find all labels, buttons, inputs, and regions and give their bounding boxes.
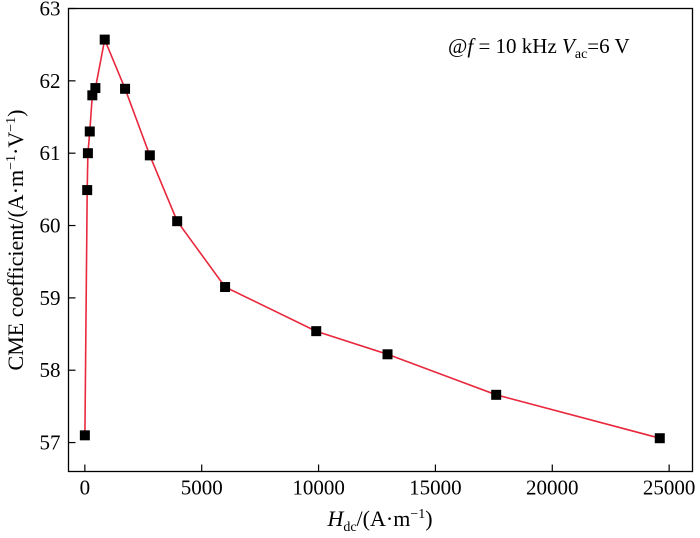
x-tick-label: 25000 (643, 476, 696, 500)
data-point-marker (654, 433, 665, 444)
x-label-unit-sup: −1 (410, 507, 425, 522)
y-tick-label: 60 (40, 214, 61, 238)
y-tick-label: 61 (40, 141, 61, 165)
x-tick-label: 20000 (526, 476, 579, 500)
y-label-main: CME coefficient/(A·m (3, 170, 28, 371)
data-point-marker (82, 148, 93, 159)
x-label-sub: dc (343, 520, 356, 535)
annotation-f-value: = 10 kHz (473, 34, 562, 58)
x-axis-ticks: 0 5000 10000 15000 20000 25000 (80, 464, 696, 500)
y-tick-label: 62 (40, 69, 61, 93)
data-point-marker (491, 389, 502, 400)
data-point-marker (382, 349, 393, 360)
condition-annotation: @f = 10 kHz Vac=6 V (448, 34, 630, 62)
x-label-unit: /(A·m (357, 506, 411, 531)
x-label-symbol: H (326, 506, 344, 531)
data-point-marker (79, 430, 90, 441)
y-axis-label: CME coefficient/(A·m−1·V−1) (3, 110, 28, 371)
y-label-mid: ·V (3, 132, 28, 155)
data-point-marker (144, 150, 155, 161)
y-label-close: ) (3, 110, 28, 117)
x-tick-label: 5000 (181, 476, 223, 500)
data-point-marker (87, 90, 98, 101)
y-tick-label: 63 (40, 0, 61, 21)
annotation-v-value: =6 V (587, 34, 629, 58)
data-point-marker (82, 185, 93, 196)
data-point-marker (220, 282, 231, 293)
data-markers (79, 34, 665, 444)
y-label-sup-1: −1 (4, 155, 19, 170)
x-axis-label: Hdc/(A·m−1) (326, 506, 432, 535)
y-tick-label: 58 (40, 358, 61, 382)
y-axis-ticks: 57 58 59 60 61 62 63 (40, 0, 76, 455)
series-line (84, 36, 661, 439)
x-tick-label: 15000 (409, 476, 462, 500)
data-point-marker (120, 83, 131, 94)
y-label-sup-2: −1 (4, 117, 19, 132)
annotation-prefix: @ (448, 34, 467, 58)
annotation-v-sub: ac (575, 47, 587, 62)
plot-frame (67, 7, 694, 473)
data-point-marker (84, 126, 95, 137)
data-point-marker (172, 216, 183, 227)
y-tick-label: 59 (40, 286, 61, 310)
x-tick-label: 10000 (292, 476, 345, 500)
data-point-marker (90, 83, 101, 94)
x-tick-label: 0 (80, 476, 91, 500)
annotation-v-symbol: V (562, 34, 577, 58)
data-point-marker (311, 326, 322, 337)
x-label-unit-close: ) (425, 506, 432, 531)
data-point-marker (99, 34, 110, 45)
annotation-f-symbol: f (467, 34, 476, 58)
y-tick-label: 57 (40, 431, 61, 455)
